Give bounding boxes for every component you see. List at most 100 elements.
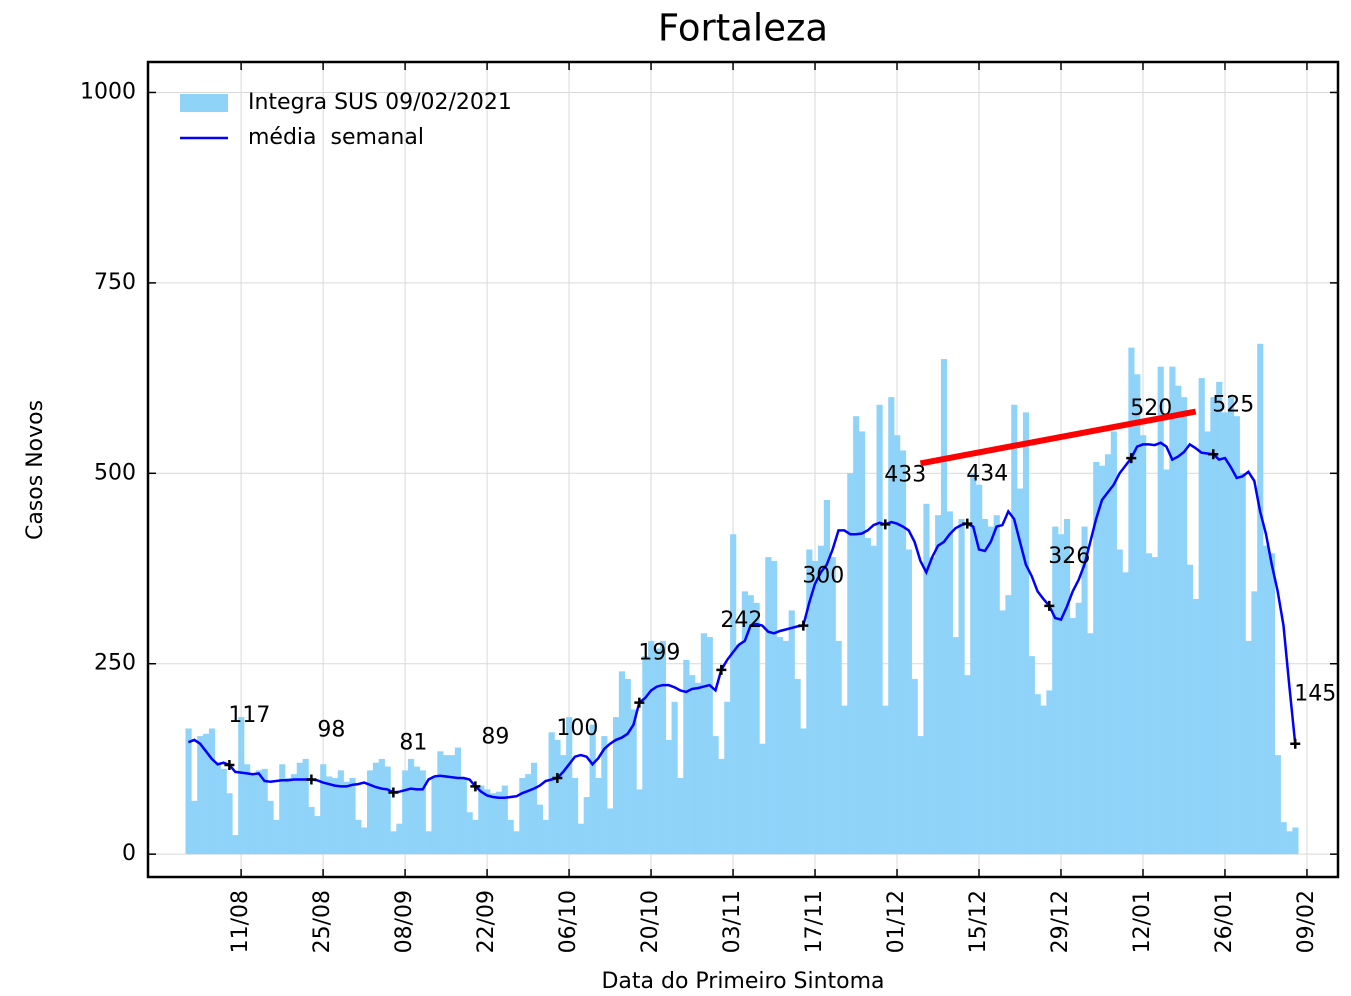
bar <box>326 776 333 855</box>
legend: Integra SUS 09/02/2021 média semanal <box>180 90 512 150</box>
bar <box>1280 822 1287 855</box>
bar <box>753 602 760 855</box>
bar <box>267 800 274 855</box>
bar <box>531 762 538 855</box>
bar <box>940 359 948 855</box>
line <box>187 441 1297 800</box>
bar <box>1017 488 1024 855</box>
bar <box>589 724 596 855</box>
marker <box>470 781 481 792</box>
bar <box>747 595 754 855</box>
bar <box>946 511 953 855</box>
bar <box>1157 366 1164 855</box>
bar <box>712 736 719 855</box>
bar <box>1292 827 1299 855</box>
bar <box>829 557 836 855</box>
marker <box>798 620 809 631</box>
bar <box>812 560 819 855</box>
bar <box>601 736 608 855</box>
plot-frame <box>146 60 1340 879</box>
bar <box>185 728 192 855</box>
trend-line <box>919 408 1197 467</box>
data-label: 242 <box>720 608 762 633</box>
data-label: 525 <box>1212 392 1254 417</box>
bar <box>1034 694 1041 855</box>
bar <box>554 739 561 855</box>
y-tick-label: 750 <box>94 270 136 295</box>
bar <box>466 812 473 855</box>
bar <box>917 736 924 855</box>
bar <box>191 800 198 855</box>
bar <box>782 640 789 855</box>
marker <box>388 787 399 798</box>
bar <box>671 701 678 855</box>
bar <box>419 770 426 855</box>
bar <box>408 758 415 855</box>
bar <box>1040 705 1047 855</box>
bar <box>1204 431 1211 855</box>
bar <box>431 777 438 855</box>
bar <box>1087 633 1094 855</box>
bar <box>1274 755 1281 855</box>
bar <box>1005 595 1012 855</box>
bar <box>343 781 350 855</box>
bar <box>220 768 227 855</box>
data-label: 326 <box>1048 544 1090 569</box>
bar <box>320 764 327 855</box>
bar <box>659 640 666 855</box>
bar <box>1069 618 1076 855</box>
bar <box>249 774 257 855</box>
bar <box>999 610 1006 855</box>
bar <box>1011 404 1018 855</box>
bar <box>987 526 994 855</box>
bar <box>378 758 385 855</box>
bar <box>384 766 391 855</box>
bar <box>507 819 514 855</box>
marker <box>1290 738 1301 749</box>
bar <box>1216 381 1223 855</box>
bar <box>1122 572 1129 855</box>
x-tick-label: 29/12 <box>1048 890 1073 953</box>
bar <box>624 678 631 855</box>
bar <box>331 777 339 855</box>
data-label: 98 <box>317 718 345 743</box>
bar <box>771 560 778 855</box>
bar <box>817 545 825 855</box>
bar <box>577 823 585 855</box>
bar <box>1163 469 1170 855</box>
bar <box>630 709 637 855</box>
bar <box>472 819 479 855</box>
bar <box>244 764 251 855</box>
bar <box>882 705 889 855</box>
x-tick-label: 25/08 <box>310 890 335 953</box>
bar <box>1151 557 1158 855</box>
marker <box>634 697 645 708</box>
bar <box>1110 431 1117 855</box>
bar <box>636 789 643 855</box>
bar <box>1175 385 1182 855</box>
x-tick-label: 03/11 <box>720 890 745 953</box>
bar <box>566 717 573 855</box>
bar <box>214 762 221 855</box>
bar <box>1257 343 1264 855</box>
bar <box>1286 831 1293 855</box>
bar <box>279 764 286 855</box>
data-label: 199 <box>638 641 680 666</box>
bar <box>1052 526 1059 855</box>
bar <box>425 831 432 855</box>
bar <box>677 777 684 855</box>
x-tick-label: 11/08 <box>228 890 253 953</box>
bar <box>1134 374 1141 855</box>
x-tick-label: 20/10 <box>638 890 663 953</box>
bar <box>1233 416 1240 855</box>
bar <box>741 591 748 855</box>
bar <box>823 499 830 855</box>
bar <box>976 484 983 855</box>
bar <box>355 819 362 855</box>
bar <box>413 766 421 855</box>
bar <box>683 659 690 855</box>
bar <box>1169 366 1176 855</box>
x-tick-label: 26/01 <box>1212 890 1237 953</box>
